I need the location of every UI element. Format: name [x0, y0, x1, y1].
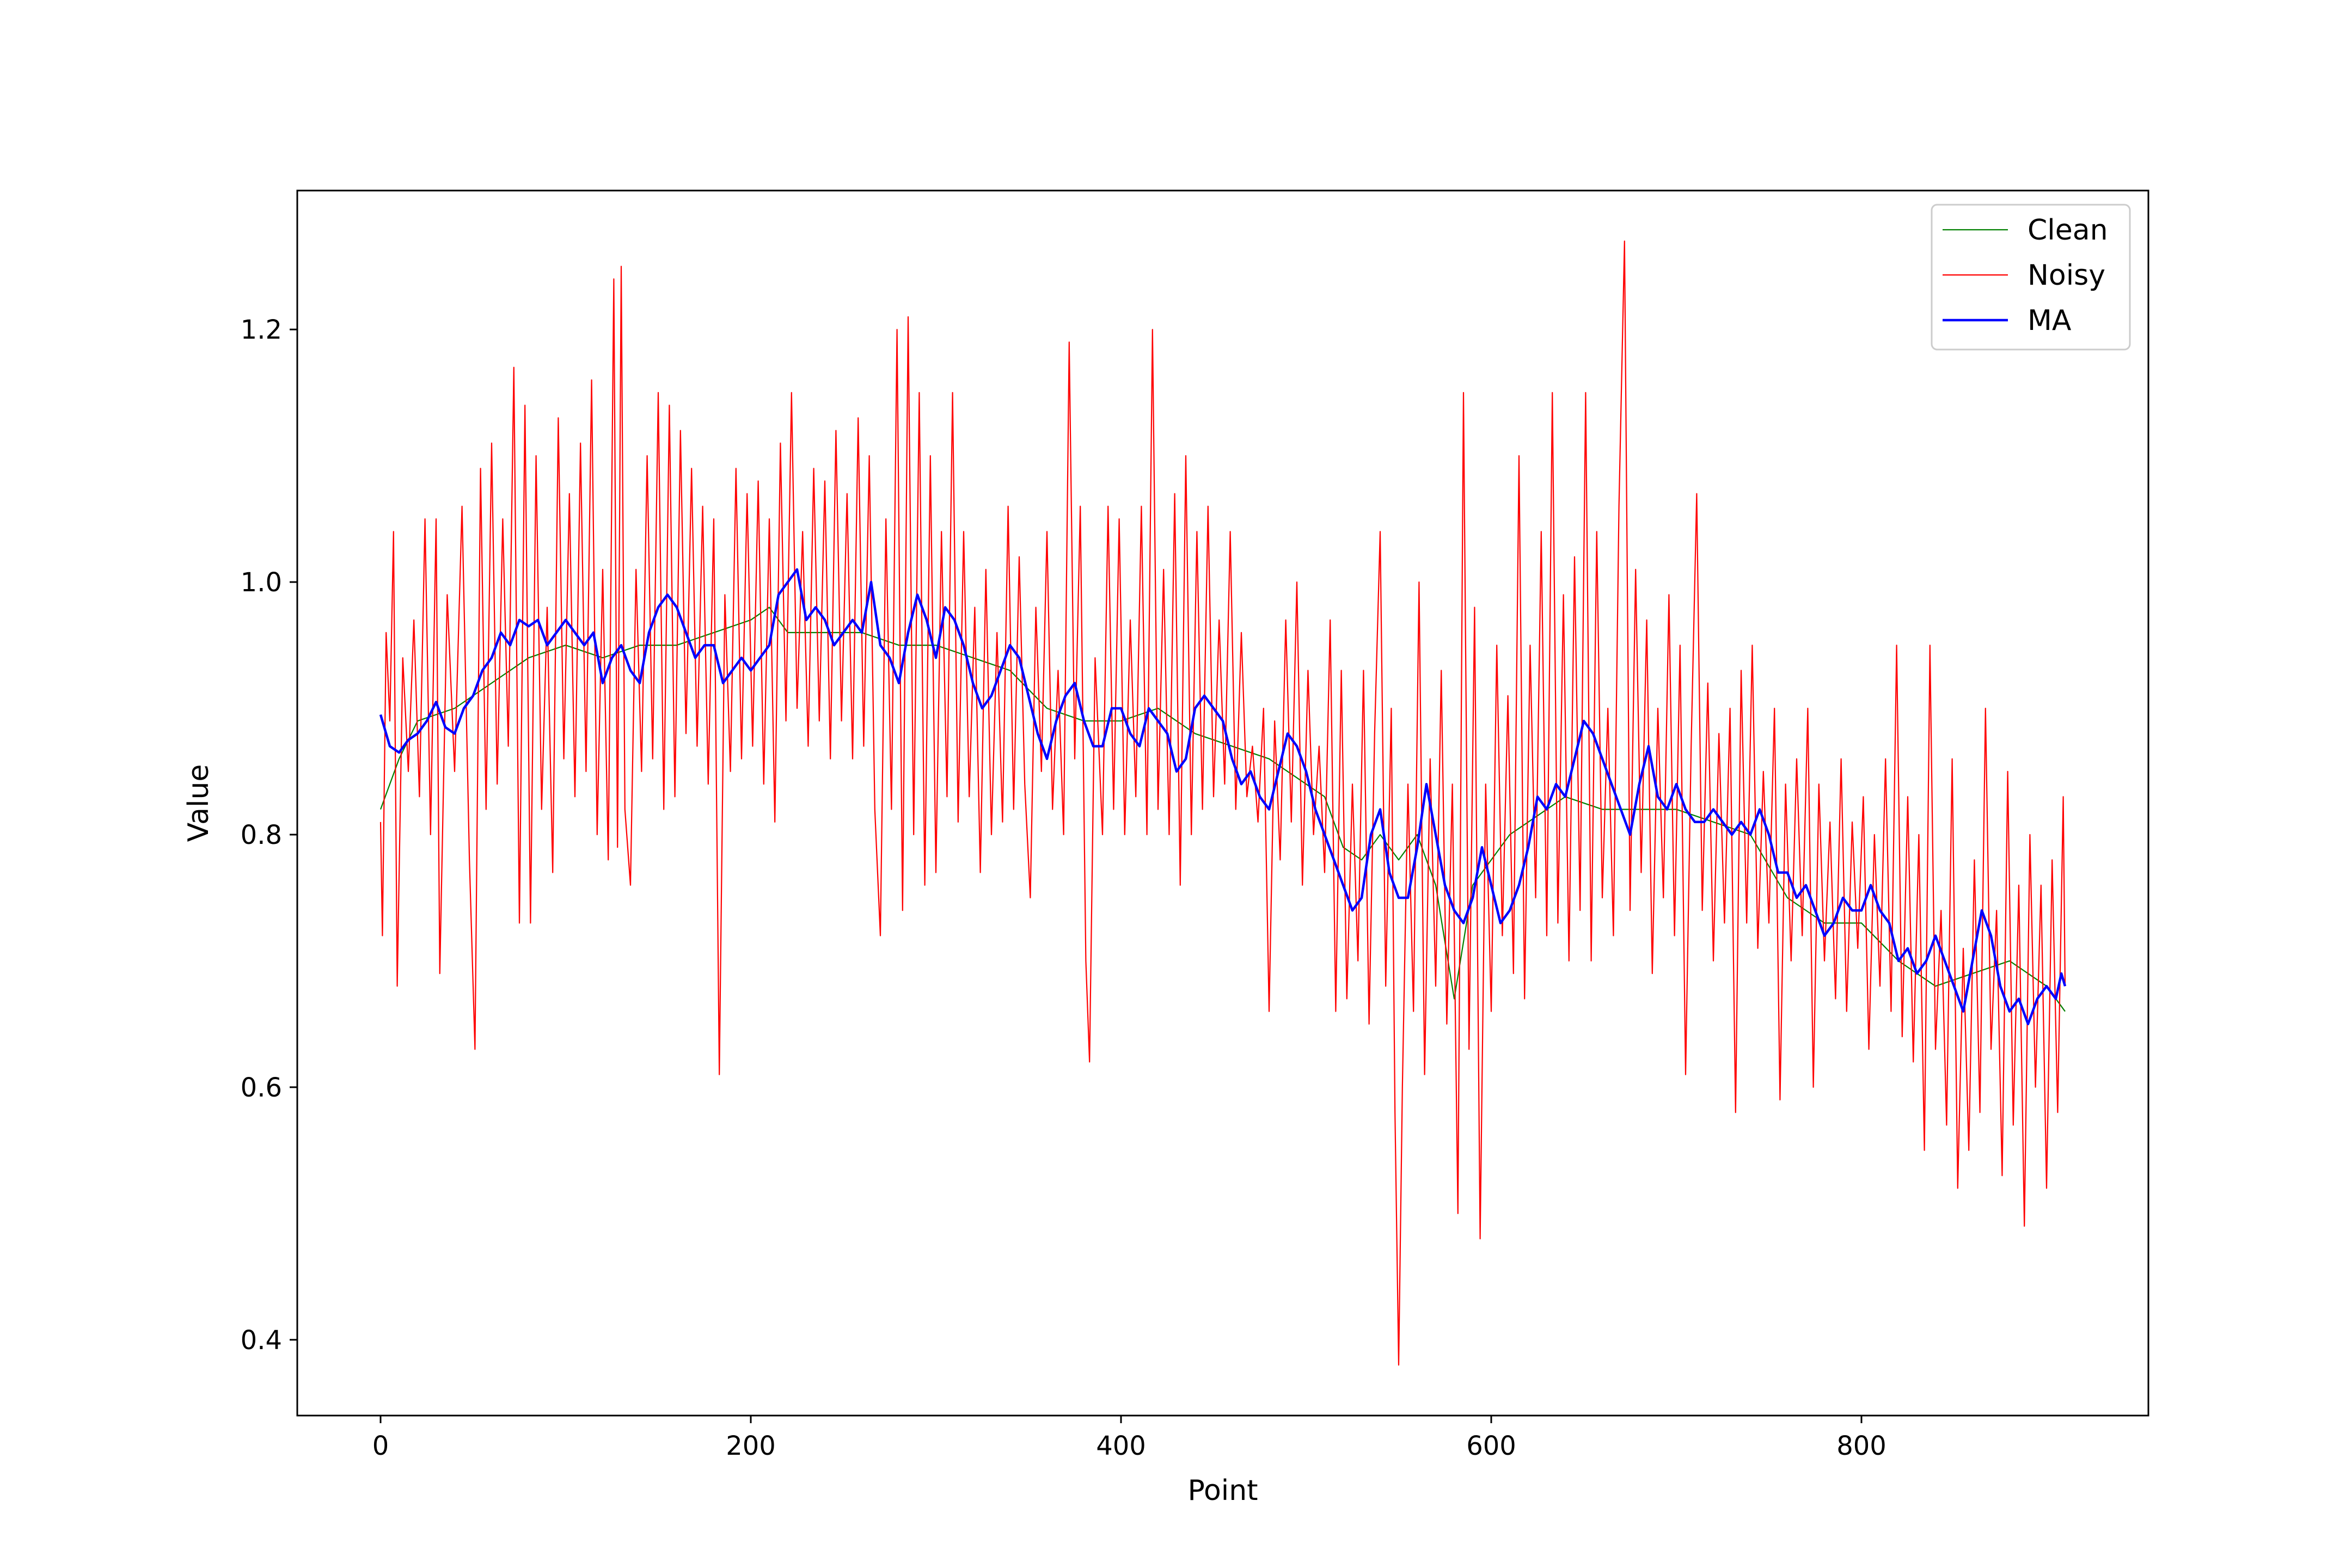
series-line-noisy [379, 240, 2066, 1366]
y-tick-label: 1.0 [241, 567, 282, 598]
legend-label-noisy: Noisy [2028, 259, 2105, 292]
x-axis: 0 200 400 600 800 [372, 1416, 1886, 1461]
y-axis-label: Value [182, 764, 215, 842]
legend-label-clean: Clean [2028, 214, 2108, 247]
legend: Clean Noisy MA [1931, 204, 2131, 351]
y-tick-label: 1.2 [241, 315, 282, 345]
legend-box [1931, 204, 2131, 351]
x-tick-label: 800 [1836, 1431, 1886, 1461]
x-tick-label: 400 [1096, 1431, 1146, 1461]
x-axis-label: Point [1187, 1474, 1258, 1507]
series-layer [379, 240, 2067, 1366]
x-tick-label: 200 [726, 1431, 776, 1461]
y-tick-label: 0.4 [241, 1325, 282, 1356]
legend-label-ma: MA [2028, 304, 2072, 337]
y-tick-label: 0.8 [241, 820, 282, 850]
y-axis: 0.4 0.6 0.8 1.0 1.2 [241, 315, 297, 1356]
series-line-ma [379, 568, 2067, 1026]
plot-area [297, 191, 2148, 1416]
x-tick-label: 0 [372, 1431, 389, 1461]
plot-frame [296, 189, 2149, 1417]
y-tick-label: 0.6 [241, 1073, 282, 1103]
x-tick-label: 600 [1466, 1431, 1516, 1461]
